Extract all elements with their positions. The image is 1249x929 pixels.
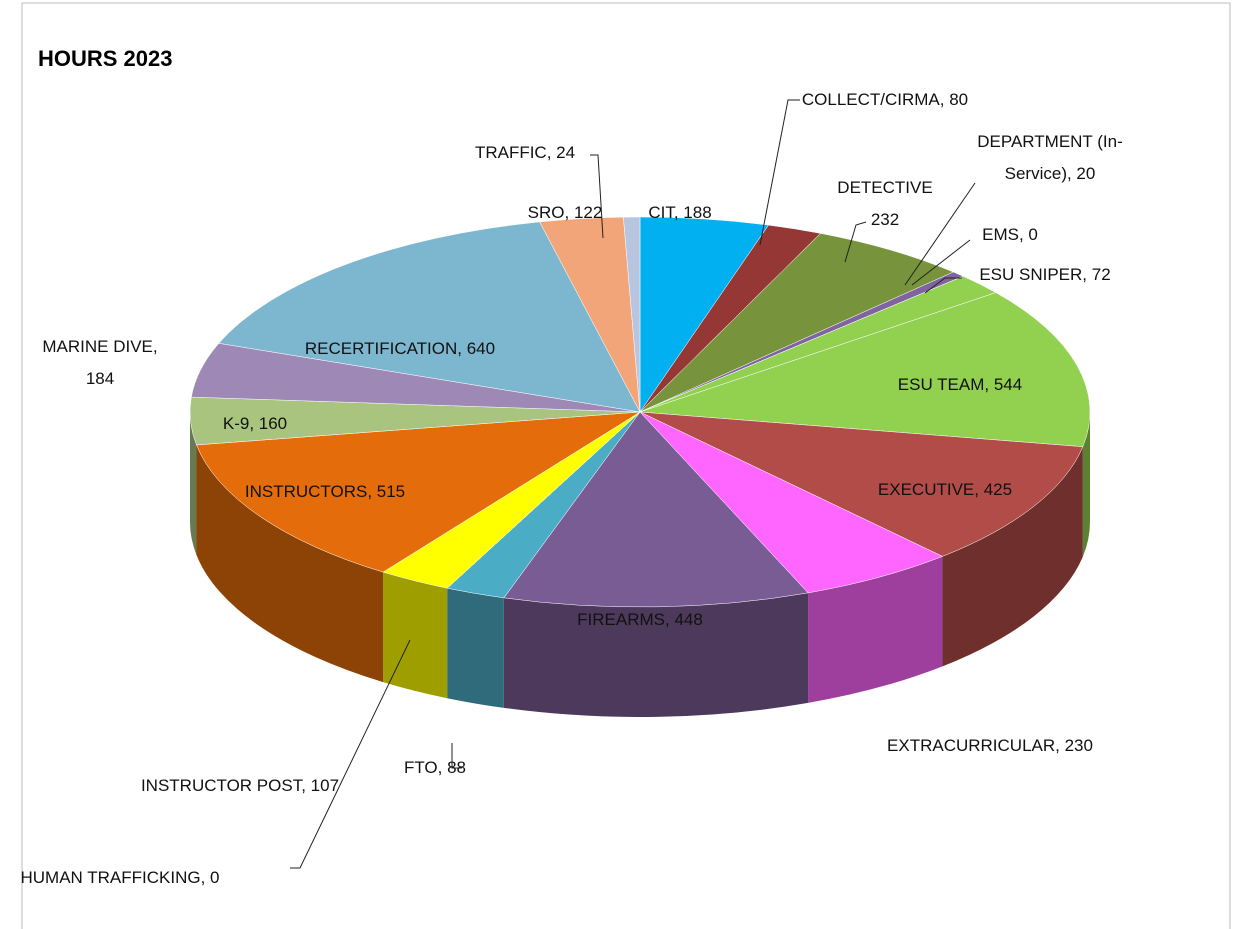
data-label: FIREARMS, 448: [577, 610, 703, 629]
data-label: TRAFFIC, 24: [474, 143, 576, 162]
data-label: COLLECT/CIRMA, 80: [801, 90, 969, 109]
slice-side: [808, 556, 943, 703]
leader-line: [290, 639, 411, 869]
slice: [503, 411, 809, 608]
slice: [639, 411, 1084, 557]
data-label: MARINE DIVE, 184: [42, 337, 158, 388]
data-label: DEPARTMENT (In-Service), 20: [977, 132, 1123, 183]
slice: [196, 411, 641, 573]
data-label: ESU TEAM, 544: [897, 375, 1023, 394]
data-label: FTO, 88: [403, 758, 467, 777]
data-label: INSTRUCTOR POST, 107: [140, 776, 340, 795]
data-label: DETECTIVE 232: [837, 178, 933, 229]
slice: [639, 233, 954, 413]
slice-side: [1082, 412, 1090, 557]
slice-side: [942, 446, 1083, 667]
slice: [639, 411, 944, 594]
data-label: EMS, 0: [982, 225, 1038, 244]
data-label: INSTRUCTORS, 515: [244, 482, 406, 501]
slice: [218, 221, 641, 413]
leader-line: [759, 99, 800, 246]
leader-line: [911, 239, 971, 286]
data-label: EXECUTIVE, 425: [877, 480, 1013, 499]
slice-side: [503, 592, 809, 717]
slice-side: [190, 412, 197, 555]
leader-line: [904, 182, 976, 286]
data-label: CIT, 188: [648, 203, 712, 222]
data-label: SRO, 122: [527, 203, 603, 222]
leader-line: [924, 277, 962, 294]
slice-side: [383, 572, 448, 699]
slice: [623, 216, 641, 413]
data-label: RECERTIFICATION, 640: [304, 339, 496, 358]
leader-line: [451, 743, 462, 769]
data-label: EXTRACURRICULAR, 230: [887, 736, 1093, 755]
chart-title: HOURS 2023: [38, 46, 173, 71]
slice-side: [447, 588, 504, 708]
slice: [639, 292, 1091, 447]
data-label: ESU SNIPER, 72: [979, 265, 1111, 284]
leader-line: [844, 221, 867, 263]
data-label: HUMAN TRAFFICKING, 0: [20, 868, 220, 887]
leader-line: [590, 154, 604, 239]
data-label: K-9, 160: [222, 414, 288, 433]
